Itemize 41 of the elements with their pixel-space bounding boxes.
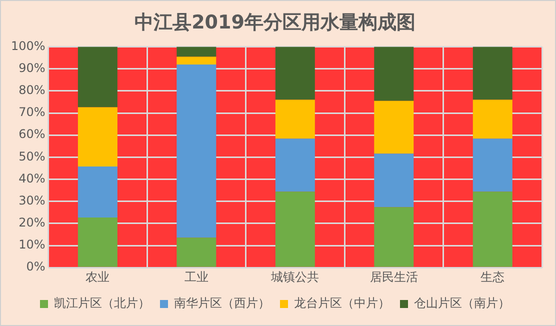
bar (78, 107, 118, 166)
bar (78, 46, 118, 108)
y-tick-label: 60% (18, 127, 46, 142)
y-tick-label: 30% (18, 193, 46, 208)
bar (275, 138, 315, 192)
bar (275, 46, 315, 100)
x-tick-label: 生态 (480, 270, 505, 284)
y-tick-label: 0% (26, 260, 46, 274)
y-tick-label: 20% (18, 216, 46, 230)
x-tick-label: 居民生活 (370, 270, 418, 284)
bar (374, 207, 414, 267)
y-tick-label: 100% (10, 38, 46, 53)
y-tick-label: 50% (18, 149, 46, 164)
bar (374, 100, 414, 154)
bar (176, 46, 216, 57)
y-tick-label: 10% (18, 238, 46, 252)
bar (374, 46, 414, 101)
bar (275, 100, 315, 139)
y-tick-label: 70% (18, 105, 46, 120)
x-tick-label: 农业 (86, 270, 110, 284)
bar (374, 154, 414, 208)
legend-label: 凯江片区（北片） (54, 296, 150, 310)
legend-label: 南华片区（西片） (174, 296, 270, 310)
y-tick-label: 90% (18, 61, 46, 76)
bar (78, 166, 118, 218)
bar (472, 46, 512, 100)
legend-label: 仓山片区（南片） (414, 296, 510, 310)
bar (275, 192, 315, 267)
x-tick-label: 城镇公共 (270, 270, 320, 284)
bar (78, 217, 118, 267)
y-tick-label: 40% (18, 171, 46, 186)
bar (176, 64, 216, 238)
bar (472, 192, 512, 267)
bar (176, 238, 216, 267)
bar (472, 100, 512, 139)
legend-label: 龙台片区（中片） (294, 296, 390, 310)
y-tick-label: 80% (18, 83, 46, 98)
x-tick-label: 工业 (184, 270, 208, 284)
bar (176, 56, 216, 64)
bar (472, 138, 512, 192)
chart-title: 中江县2019年分区用水量构成图 (134, 11, 416, 34)
